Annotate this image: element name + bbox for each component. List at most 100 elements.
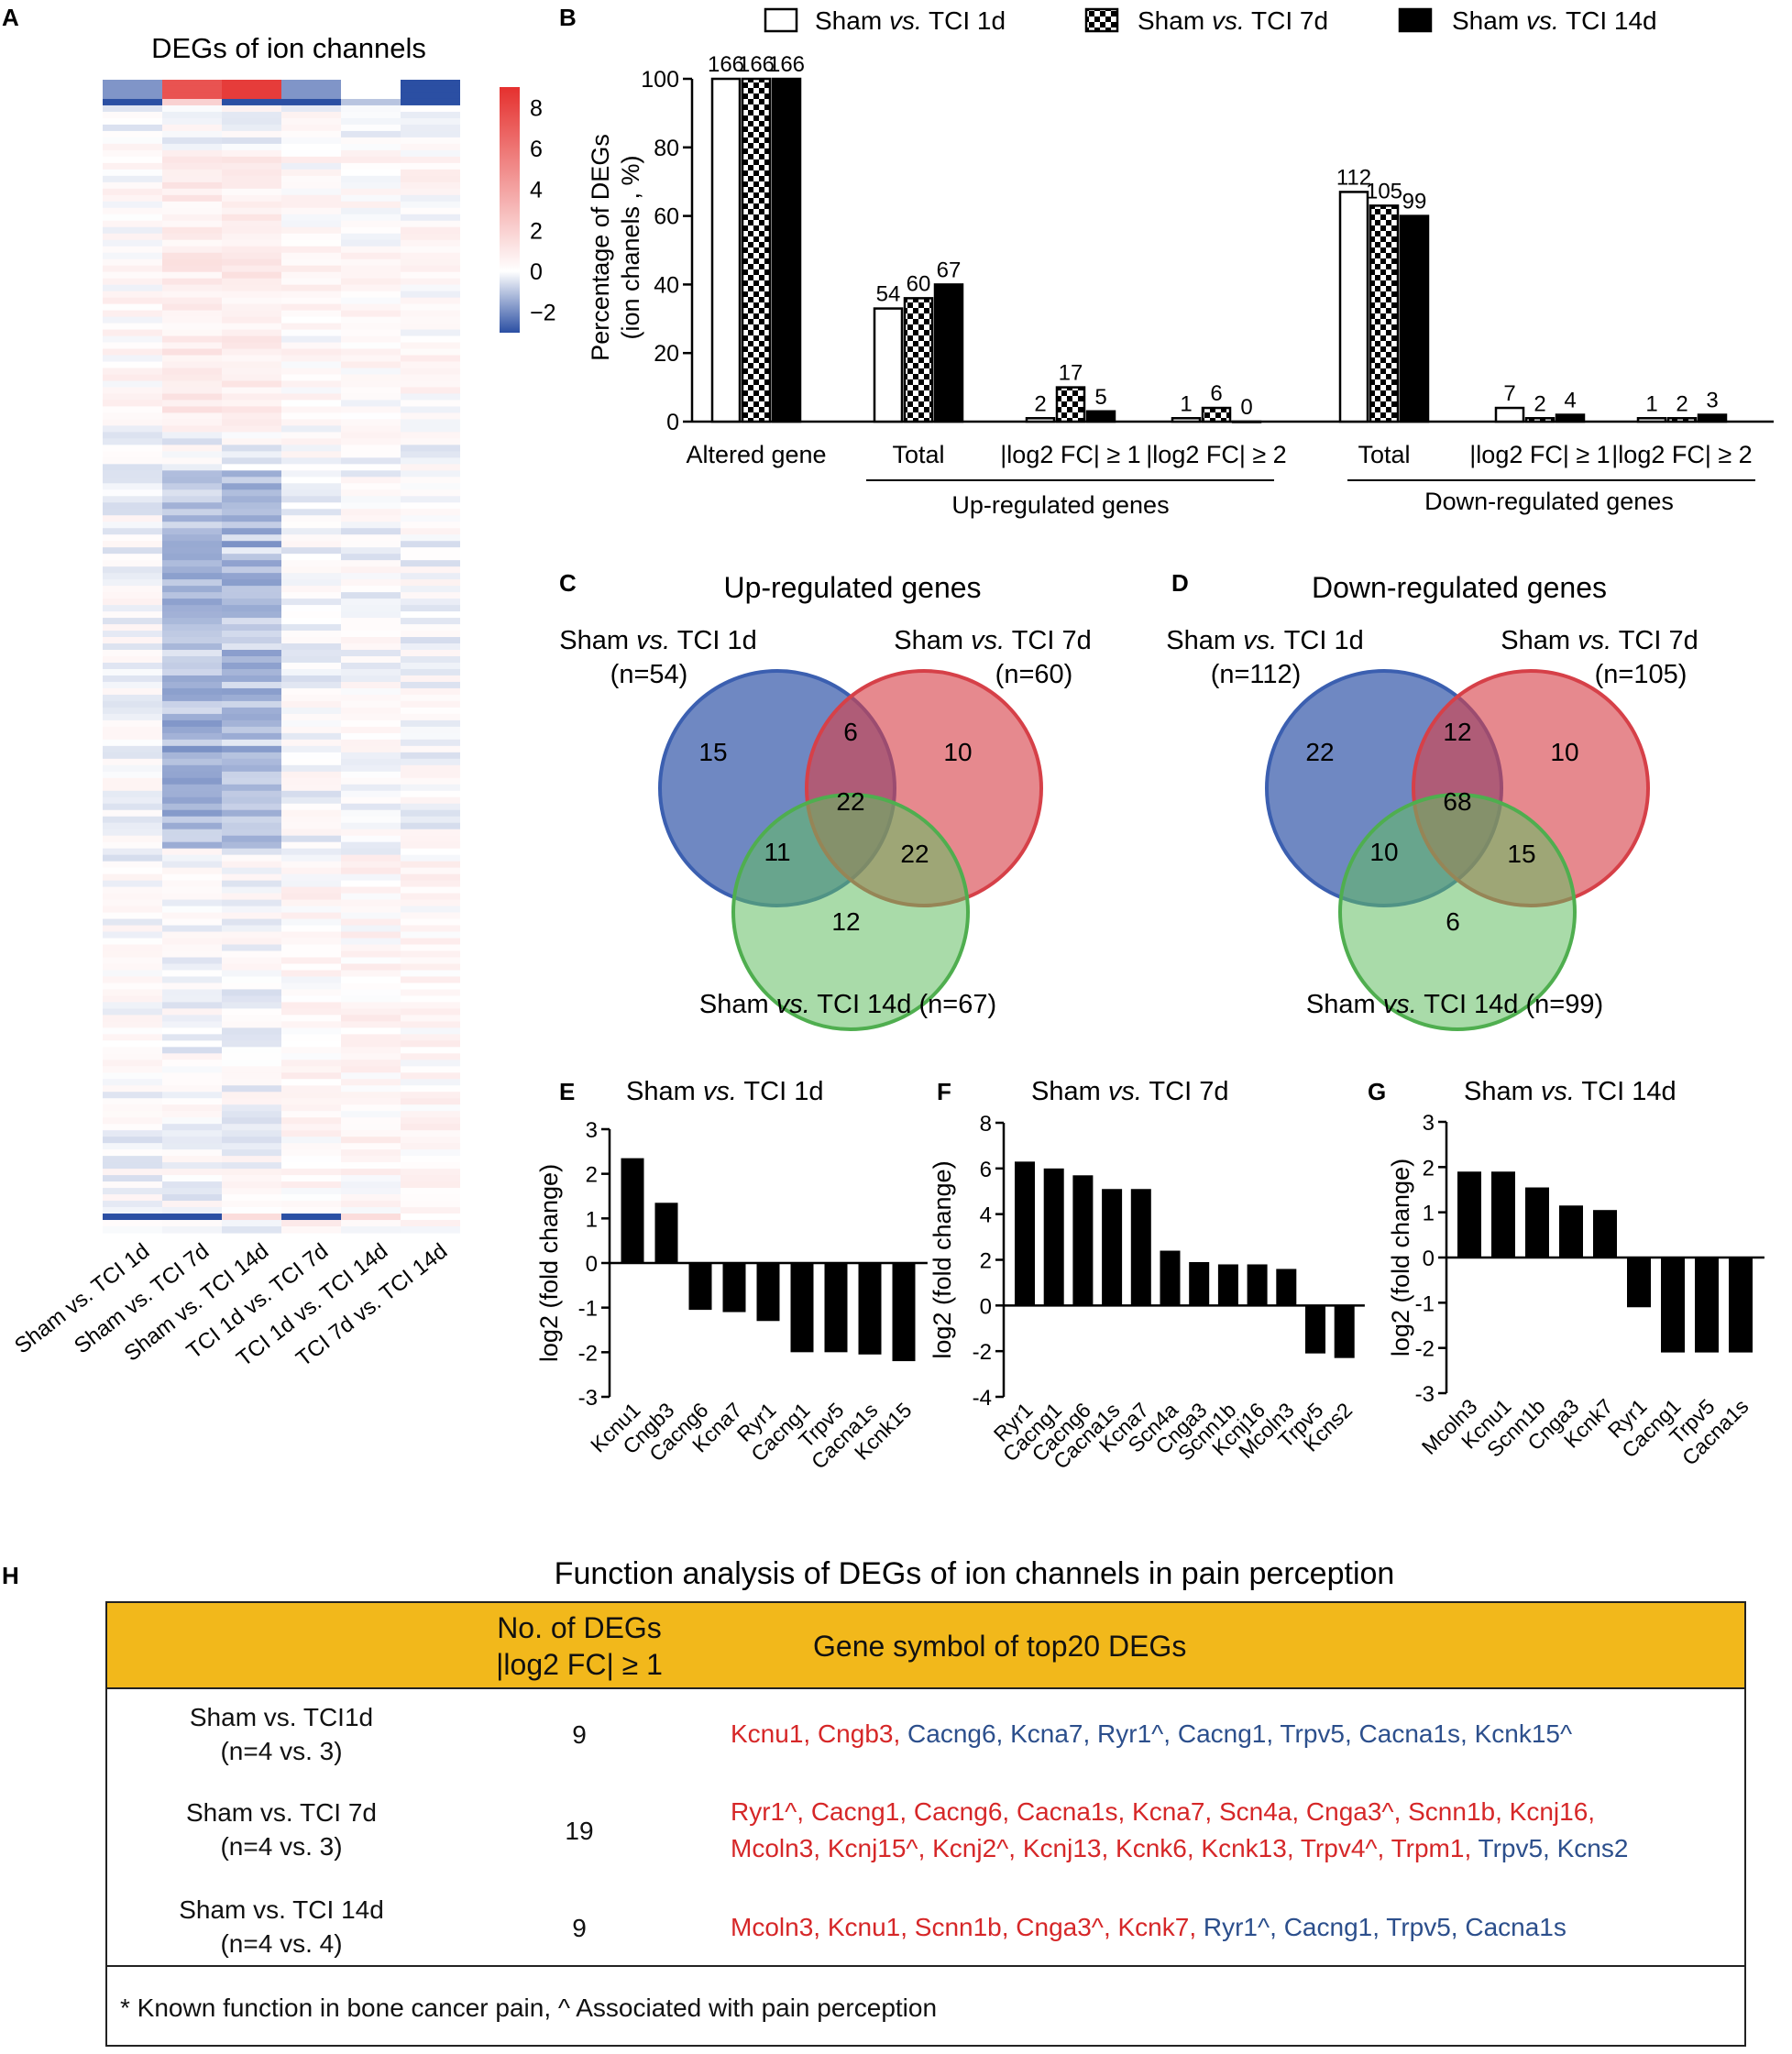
heatmap-cell	[222, 796, 281, 805]
heatmap-cell	[401, 1130, 460, 1137]
heatmap-cell	[281, 419, 341, 426]
heatmap-cell	[341, 80, 401, 87]
heatmap-cell	[341, 611, 401, 619]
bar	[621, 1158, 644, 1263]
b-bar	[1369, 204, 1400, 423]
heatmap-cell	[341, 509, 401, 516]
heatmap-cell	[162, 1181, 222, 1189]
bar	[756, 1263, 780, 1322]
heatmap-cell	[162, 547, 222, 555]
bar	[1160, 1250, 1181, 1306]
heatmap-cell	[401, 880, 460, 888]
b-category-label: |log2 FC| ≥ 1	[1000, 441, 1140, 468]
heatmap-cell	[341, 816, 401, 824]
heatmap-cell	[162, 554, 222, 561]
heatmap-cell	[281, 143, 341, 151]
heatmap-cell	[103, 1130, 162, 1137]
heatmap-cell	[103, 803, 162, 811]
heatmap-cell	[103, 938, 162, 946]
heatmap-cell	[341, 226, 401, 235]
heatmap-cell	[162, 938, 222, 946]
heatmap-cell	[341, 931, 401, 939]
y-tick-label: 4	[980, 1203, 992, 1228]
heatmap-cell	[341, 989, 401, 997]
heatmap-cell	[281, 477, 341, 484]
heatmap-cell	[281, 400, 341, 408]
heatmap-cell	[222, 938, 281, 946]
heatmap-cell	[103, 323, 162, 331]
b-bar-label: 1	[1180, 391, 1192, 416]
heatmap-cell	[222, 912, 281, 920]
bar	[1627, 1258, 1651, 1308]
heatmap-cell	[341, 650, 401, 657]
heatmap-cell	[281, 822, 341, 830]
heatmap-cell	[401, 662, 460, 670]
heatmap-cell	[162, 886, 222, 895]
heatmap-cell	[222, 464, 281, 471]
heatmap-cell	[222, 573, 281, 580]
heatmap-cell	[222, 207, 281, 215]
y-tick-label: 2	[980, 1249, 992, 1274]
heatmap-cell	[103, 784, 162, 792]
heatmap-cell	[341, 1130, 401, 1137]
heatmap-cell	[401, 239, 460, 247]
bar	[1217, 1264, 1238, 1306]
heatmap-cell	[222, 1181, 281, 1189]
heatmap-cell	[222, 618, 281, 625]
heatmap-cell	[341, 1181, 401, 1189]
heatmap-cell	[401, 848, 460, 856]
heatmap-cell	[103, 169, 162, 177]
b-bar-label: 0	[1240, 395, 1252, 420]
venn-region-count: 12	[831, 907, 860, 936]
heatmap-cell	[341, 906, 401, 914]
venn-circle	[731, 793, 970, 1031]
b-bar-label: 2	[1676, 391, 1688, 416]
heatmap-cell	[103, 387, 162, 395]
heatmap-cell	[162, 393, 222, 401]
heatmap-cell	[222, 181, 281, 190]
heatmap-cell	[341, 739, 401, 747]
heatmap-cell	[103, 605, 162, 612]
heatmap-cell	[281, 278, 341, 286]
heatmap-cell	[341, 867, 401, 875]
heatmap-cell	[222, 1079, 281, 1086]
heatmap-cell	[341, 496, 401, 503]
heatmap-cell	[222, 1060, 281, 1067]
row-1-down-genes: Cacng6, Kcna7, Ryr1^, Cacng1, Trpv5, Cac…	[907, 1719, 1573, 1748]
heatmap-cell	[281, 80, 341, 87]
heatmap-cell	[401, 700, 460, 708]
heatmap-cell	[162, 502, 222, 510]
heatmap-cell	[103, 509, 162, 516]
heatmap-cell	[341, 1079, 401, 1086]
heatmap-cell	[281, 758, 341, 766]
heatmap-cell	[281, 1072, 341, 1080]
heatmap-cell	[401, 687, 460, 696]
heatmap-cell	[341, 162, 401, 170]
bar	[1559, 1205, 1583, 1258]
heatmap-cell	[222, 1207, 281, 1214]
heatmap-cell	[401, 963, 460, 972]
b-y-tick-label: 40	[654, 272, 679, 298]
heatmap-cell	[341, 861, 401, 869]
heatmap-cell	[341, 803, 401, 811]
heatmap-cell	[162, 970, 222, 978]
heatmap-cell	[103, 149, 162, 158]
heatmap-cell	[103, 1085, 162, 1093]
heatmap-cell	[162, 400, 222, 408]
heatmap-cell	[341, 547, 401, 555]
heatmap-cell	[341, 483, 401, 490]
bar	[1334, 1305, 1355, 1358]
heatmap-cell	[401, 406, 460, 414]
heatmap-cell	[103, 92, 162, 100]
heatmap-cell	[222, 534, 281, 542]
heatmap-cell	[401, 867, 460, 875]
heatmap-cell	[401, 1175, 460, 1182]
heatmap-cell	[222, 400, 281, 408]
heatmap-cell	[341, 771, 401, 779]
heatmap-cell	[103, 1047, 162, 1054]
heatmap-cell	[162, 117, 222, 126]
heatmap-cell	[103, 502, 162, 510]
heatmap-cell	[162, 1117, 222, 1125]
heatmap-cell	[281, 835, 341, 843]
heatmap-cell	[341, 169, 401, 177]
